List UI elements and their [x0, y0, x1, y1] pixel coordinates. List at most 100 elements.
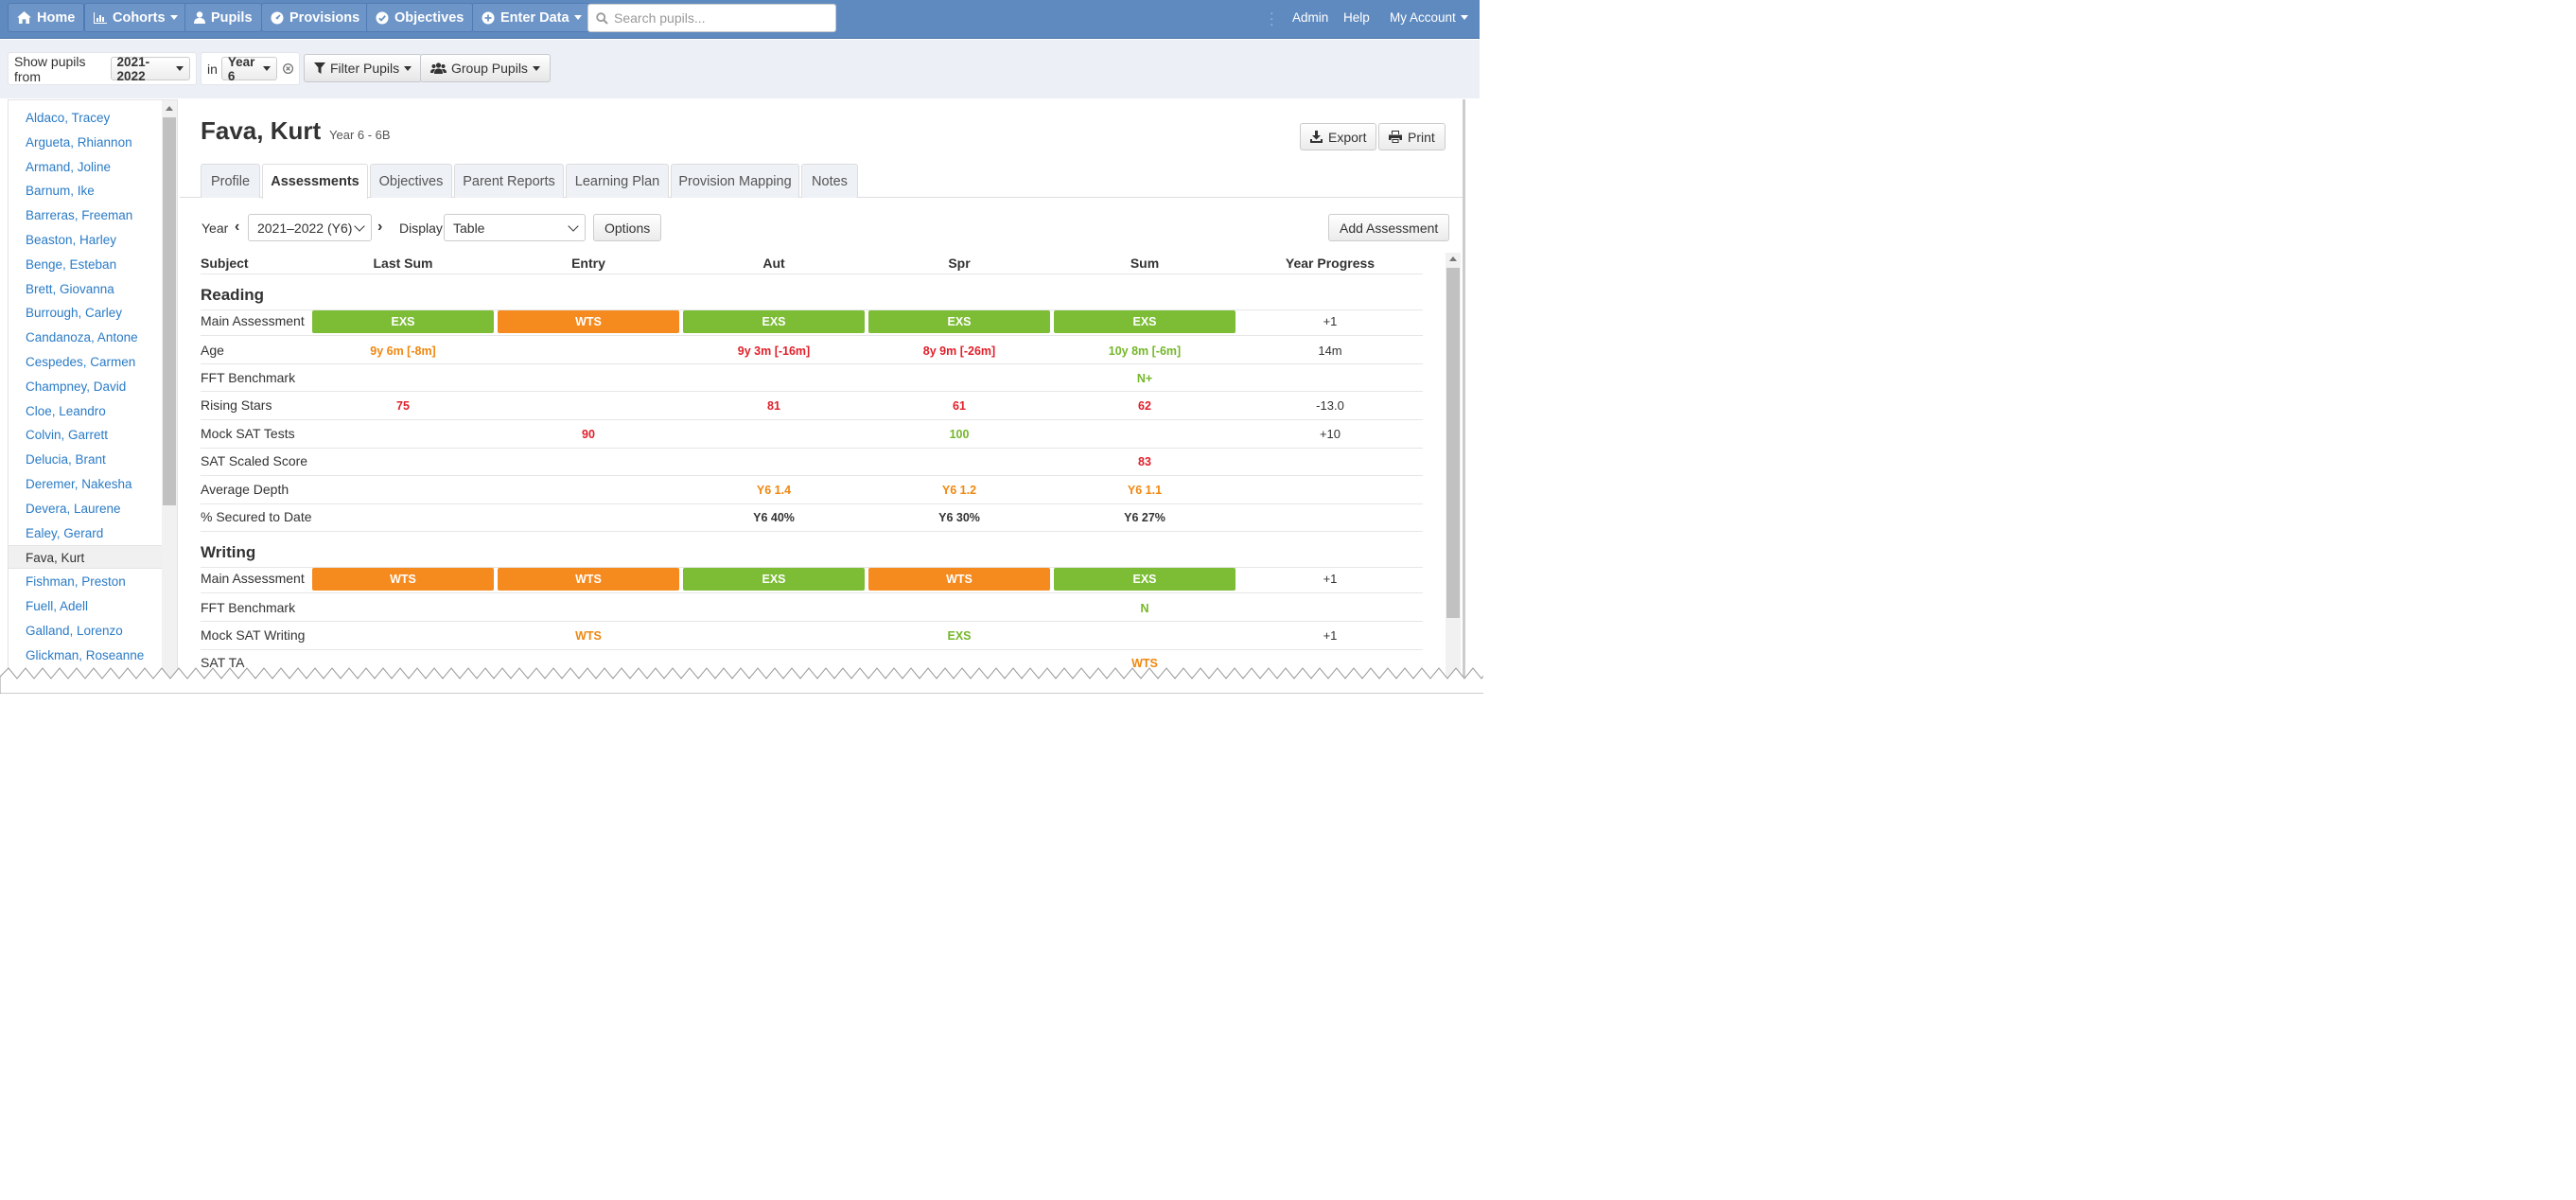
assessment-value[interactable]: WTS	[575, 629, 602, 643]
sidebar-scrollbar-thumb[interactable]	[163, 117, 176, 505]
assessment-badge-exs[interactable]: EXS	[312, 310, 494, 333]
nav-my-account-link[interactable]: My Account	[1390, 10, 1468, 25]
scroll-up-arrow-icon[interactable]	[166, 106, 173, 111]
scroll-up-arrow-icon[interactable]	[1449, 256, 1457, 261]
nav-admin-link[interactable]: Admin	[1292, 10, 1329, 25]
pupil-list-item[interactable]: Deremer, Nakesha	[26, 477, 132, 491]
assessment-value[interactable]: Y6 1.4	[756, 484, 792, 497]
nav-provisions-button[interactable]: Provisions	[261, 3, 370, 32]
assessment-value[interactable]: Y6 1.2	[941, 484, 977, 497]
check-circle-icon	[376, 11, 389, 24]
assessment-value[interactable]: N	[1140, 602, 1149, 615]
assessment-value[interactable]: 81	[767, 399, 780, 413]
assessment-value[interactable]: 9y 3m [-16m]	[737, 344, 811, 358]
assessment-value[interactable]: 8y 9m [-26m]	[922, 344, 996, 358]
row-label-fft-benchmark: FFT Benchmark	[201, 370, 296, 385]
assessment-value[interactable]: EXS	[947, 629, 972, 643]
assessment-value[interactable]: 90	[582, 428, 595, 441]
group-select[interactable]: Year 6	[220, 55, 277, 83]
assessment-badge-exs[interactable]: EXS	[868, 310, 1050, 333]
display-select[interactable]: Table	[444, 214, 586, 241]
filter-pupils-button[interactable]: Filter Pupils	[304, 54, 423, 82]
pupil-list-item[interactable]: Candanoza, Antone	[26, 330, 138, 345]
assessment-badge-exs[interactable]: EXS	[1054, 568, 1235, 591]
export-button[interactable]: Export	[1300, 123, 1377, 150]
tab-parent-reports[interactable]: Parent Reports	[454, 164, 564, 198]
group-pupils-button[interactable]: Group Pupils	[420, 54, 551, 82]
assessment-badge-wts[interactable]: WTS	[312, 568, 494, 591]
assessment-value[interactable]: Y6 1.1	[1127, 484, 1163, 497]
assessment-value[interactable]: 10y 8m [-6m]	[1108, 344, 1182, 358]
pupil-list-item[interactable]: Ealey, Gerard	[26, 525, 104, 540]
assessment-value[interactable]: 100	[949, 428, 970, 441]
assessment-value[interactable]: 9y 6m [-8m]	[370, 344, 436, 358]
assessment-badge-exs[interactable]: EXS	[683, 310, 865, 333]
pupil-list-item[interactable]: Delucia, Brant	[26, 452, 106, 468]
nav-pupils-button[interactable]: Pupils	[184, 3, 262, 32]
tab-assessments[interactable]: Assessments	[262, 164, 368, 199]
pupil-list-item[interactable]: Cloe, Leandro	[26, 403, 106, 418]
assessment-badge-exs[interactable]: EXS	[1054, 310, 1235, 333]
table-scrollbar-thumb[interactable]	[1446, 268, 1460, 618]
pupil-list-item[interactable]: Glickman, Roseanne	[26, 647, 145, 662]
assessment-value[interactable]: 75	[396, 399, 410, 413]
assessment-value[interactable]: Y6 40%	[753, 511, 795, 524]
year-select-value: 2021-2022	[116, 54, 150, 83]
pupil-list-item[interactable]: Brett, Giovanna	[26, 281, 114, 296]
pupil-list-item[interactable]: Devera, Laurene	[26, 501, 121, 516]
academic-year-select[interactable]: 2021–2022 (Y6)	[248, 214, 372, 241]
pupil-list-item[interactable]: Galland, Lorenzo	[26, 623, 123, 638]
pupil-list-item[interactable]: Fishman, Preston	[26, 574, 126, 590]
pupil-list-item[interactable]: Fuell, Adell	[26, 599, 89, 613]
tab-profile[interactable]: Profile	[201, 164, 260, 198]
assessment-value[interactable]: 61	[953, 399, 966, 413]
clear-filter-icon[interactable]	[283, 62, 293, 75]
show-pupils-from-group: Show pupils from 2021-2022	[8, 52, 197, 85]
assessment-badge-wts[interactable]: WTS	[498, 310, 679, 333]
nav-cohorts-button[interactable]: Cohorts	[84, 3, 187, 32]
assessment-value[interactable]: 62	[1138, 399, 1151, 413]
assessment-badge-wts[interactable]: WTS	[498, 568, 679, 591]
nav-my-account-label: My Account	[1390, 10, 1456, 25]
year-progress-value: -13.0	[1316, 398, 1344, 413]
previous-year-chevron-icon[interactable]: ‹	[235, 219, 240, 235]
assessment-value[interactable]: Y6 27%	[1124, 511, 1165, 524]
next-year-chevron-icon[interactable]: ›	[377, 219, 383, 235]
assessment-value[interactable]: WTS	[1131, 657, 1158, 670]
pupil-list-item[interactable]: Burrough, Carley	[26, 306, 123, 321]
pupil-list-item[interactable]: Benge, Esteban	[26, 256, 117, 272]
nav-enter-data-button[interactable]: Enter Data	[472, 3, 591, 32]
add-assessment-button[interactable]: Add Assessment	[1328, 214, 1450, 241]
pupil-list-item[interactable]: Barnum, Ike	[26, 184, 95, 199]
tab-objectives[interactable]: Objectives	[370, 164, 452, 198]
pupil-list-item[interactable]: Armand, Joline	[26, 159, 112, 174]
column-header-last-sum: Last Sum	[373, 256, 433, 271]
nav-help-link[interactable]: Help	[1343, 10, 1370, 25]
search-pupils-input[interactable]: Search pupils...	[587, 4, 836, 32]
tab-learning-plan[interactable]: Learning Plan	[566, 164, 669, 198]
assessment-badge-wts[interactable]: WTS	[868, 568, 1050, 591]
nav-home-button[interactable]: Home	[8, 3, 85, 32]
tab-notes[interactable]: Notes	[801, 164, 858, 198]
tab-provision-mapping[interactable]: Provision Mapping	[671, 164, 799, 198]
row-label-sat-scaled-score: SAT Scaled Score	[201, 453, 308, 468]
year-select[interactable]: 2021-2022	[110, 54, 190, 83]
pupil-list-item[interactable]: Fava, Kurt	[9, 545, 162, 570]
more-dots-icon[interactable]: · · ·	[1270, 5, 1274, 31]
pupil-list-item[interactable]: Argueta, Rhiannon	[26, 134, 132, 150]
options-button[interactable]: Options	[593, 214, 662, 241]
print-button[interactable]: Print	[1378, 123, 1446, 150]
pupil-list-item[interactable]: Aldaco, Tracey	[26, 111, 111, 125]
pupil-list-item[interactable]: Beaston, Harley	[26, 233, 117, 247]
nav-objectives-button[interactable]: Objectives	[366, 3, 474, 32]
assessment-badge-exs[interactable]: EXS	[683, 568, 865, 591]
row-divider	[201, 448, 1423, 449]
pupil-list-item[interactable]: Cespedes, Carmen	[26, 355, 136, 369]
pupil-list-item[interactable]: Champney, David	[26, 379, 127, 394]
assessment-value[interactable]: Y6 30%	[938, 511, 980, 524]
section-title-reading: Reading	[201, 286, 265, 304]
pupil-list-item[interactable]: Colvin, Garrett	[26, 428, 109, 443]
assessment-value[interactable]: N+	[1136, 372, 1153, 385]
assessment-value[interactable]: 83	[1138, 455, 1151, 468]
pupil-list-item[interactable]: Barreras, Freeman	[26, 208, 133, 223]
